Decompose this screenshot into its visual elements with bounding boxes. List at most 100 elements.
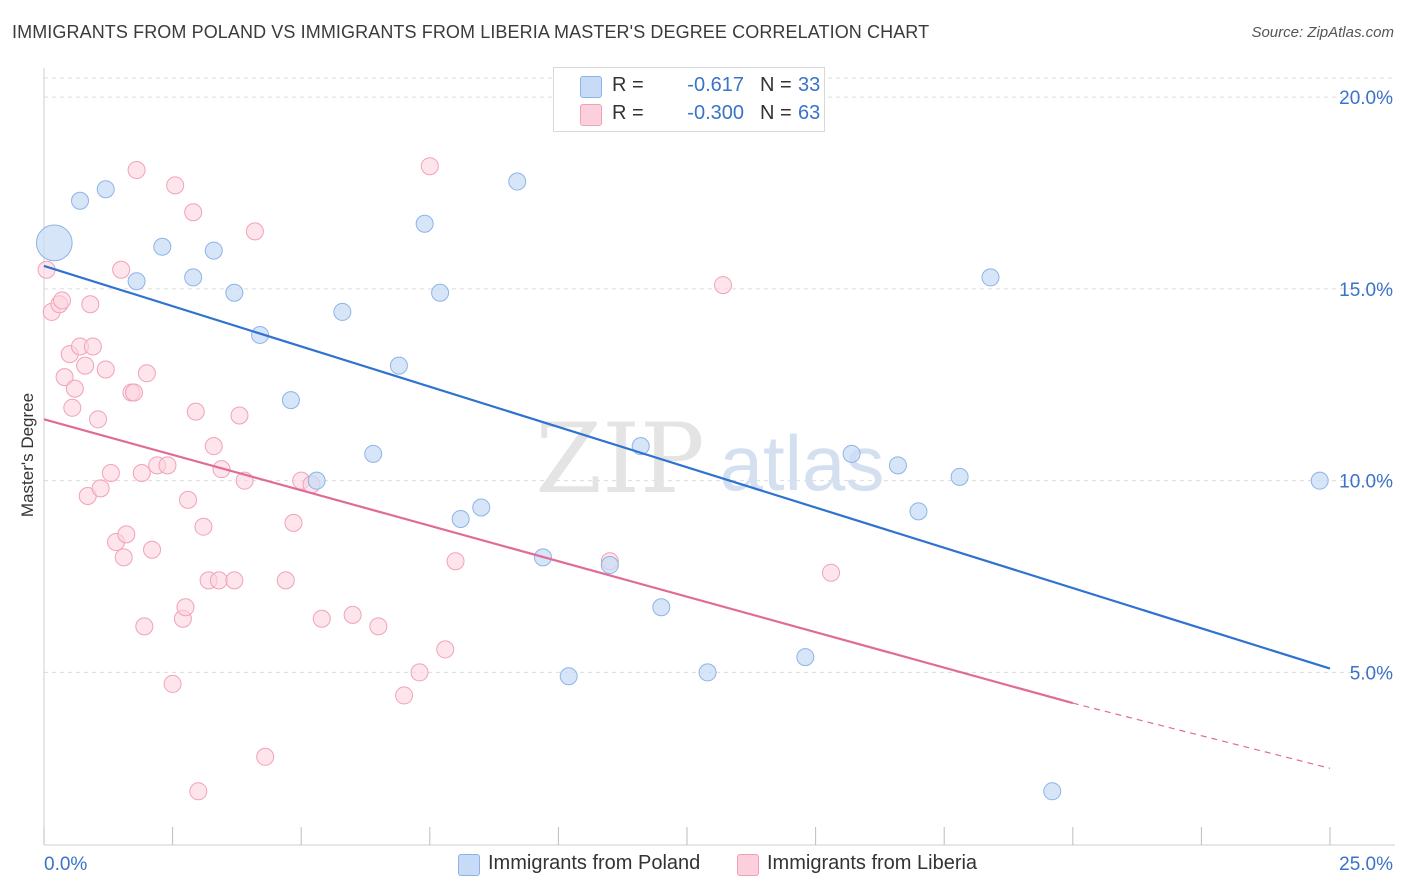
liberia-point xyxy=(37,260,56,279)
y-tick-labels: 5.0% 10.0% 15.0% 20.0% xyxy=(1339,88,1393,684)
liberia-point xyxy=(446,552,465,571)
poland-points xyxy=(35,172,1329,801)
liberia-trend-extension xyxy=(1072,702,1331,769)
poland-point xyxy=(508,172,527,191)
liberia-point xyxy=(225,571,244,590)
liberia-point xyxy=(312,609,331,628)
poland-point xyxy=(1310,471,1329,490)
poland-point xyxy=(96,180,115,199)
source-label: Source: ZipAtlas.com xyxy=(1251,24,1394,41)
liberia-points xyxy=(37,157,841,801)
poland-point xyxy=(888,456,907,475)
watermark-atlas: atlas xyxy=(720,419,885,507)
trend-lines xyxy=(43,264,1331,769)
legend-n-label: N = xyxy=(760,74,792,96)
legend-n-value: 33 xyxy=(798,74,821,96)
poland-point xyxy=(1043,782,1062,801)
legend-r-label: R = xyxy=(612,102,644,124)
liberia-point xyxy=(256,747,275,766)
liberia-point xyxy=(436,640,455,659)
liberia-point xyxy=(209,571,228,590)
liberia-point xyxy=(83,337,102,356)
poland-point xyxy=(472,498,491,517)
liberia-point xyxy=(276,571,295,590)
chart-title: IMMIGRANTS FROM POLAND VS IMMIGRANTS FRO… xyxy=(12,22,930,42)
poland-point xyxy=(431,283,450,302)
correlation-legend: R = -0.617 N = 33 R = -0.300 N = 63 xyxy=(553,67,825,132)
liberia-point xyxy=(63,398,82,417)
poland-point xyxy=(153,237,172,256)
poland-point xyxy=(909,502,928,521)
poland-point xyxy=(281,391,300,410)
liberia-point xyxy=(166,176,185,195)
poland-point xyxy=(652,598,671,617)
grid-lines xyxy=(44,77,1395,673)
legend-swatch-poland xyxy=(580,76,602,98)
watermark: ZIP atlas xyxy=(535,403,884,515)
liberia-point xyxy=(189,782,208,801)
liberia-point xyxy=(89,410,108,429)
x-tick-labels: 0.0% 25.0% xyxy=(44,854,1393,875)
legend-r-label: R = xyxy=(612,74,644,96)
poland-point xyxy=(204,241,223,260)
liberia-point xyxy=(420,157,439,176)
liberia-point xyxy=(91,479,110,498)
poland-point xyxy=(389,356,408,375)
legend-swatch-liberia xyxy=(580,104,602,126)
poland-point xyxy=(842,444,861,463)
axes xyxy=(43,68,1395,846)
liberia-point xyxy=(184,203,203,222)
poland-point xyxy=(981,268,1000,287)
poland-point xyxy=(127,272,146,291)
y-tick-label: 10.0% xyxy=(1339,472,1393,493)
liberia-point xyxy=(194,517,213,536)
liberia-point xyxy=(101,464,120,483)
legend-label-liberia: Immigrants from Liberia xyxy=(767,852,978,874)
legend-n-value: 63 xyxy=(798,102,821,124)
liberia-point xyxy=(135,617,154,636)
liberia-point xyxy=(127,161,146,180)
poland-point xyxy=(35,224,73,262)
legend-swatch-liberia xyxy=(737,854,759,876)
y-tick-label: 20.0% xyxy=(1339,88,1393,109)
liberia-point xyxy=(65,379,84,398)
poland-point xyxy=(600,556,619,575)
liberia-point xyxy=(230,406,249,425)
liberia-point xyxy=(176,598,195,617)
liberia-point xyxy=(714,276,733,295)
legend-label-poland: Immigrants from Poland xyxy=(488,852,701,874)
liberia-point xyxy=(137,364,156,383)
liberia-trend-line xyxy=(43,418,1074,705)
poland-point xyxy=(415,214,434,233)
legend-swatch-poland xyxy=(458,854,480,876)
legend-n-label: N = xyxy=(760,102,792,124)
y-tick-label: 15.0% xyxy=(1339,280,1393,301)
y-axis-label: Master's Degree xyxy=(18,392,37,518)
poland-point xyxy=(333,302,352,321)
poland-point xyxy=(251,325,270,344)
liberia-point xyxy=(53,291,72,310)
liberia-point xyxy=(55,368,74,387)
x-tick-label: 25.0% xyxy=(1339,854,1393,875)
watermark-zip: ZIP xyxy=(535,403,704,515)
liberia-point xyxy=(81,295,100,314)
liberia-point xyxy=(158,456,177,475)
liberia-point xyxy=(117,525,136,544)
legend-r-value: -0.300 xyxy=(687,102,744,124)
liberia-point xyxy=(245,222,264,241)
poland-point xyxy=(559,667,578,686)
poland-point xyxy=(698,663,717,682)
liberia-point xyxy=(822,563,841,582)
liberia-point xyxy=(369,617,388,636)
poland-point xyxy=(364,444,383,463)
legend-r-value: -0.617 xyxy=(687,74,744,96)
liberia-point xyxy=(179,490,198,509)
y-tick-label: 5.0% xyxy=(1350,663,1393,684)
liberia-point xyxy=(186,402,205,421)
liberia-point xyxy=(125,383,144,402)
liberia-point xyxy=(343,605,362,624)
liberia-point xyxy=(204,437,223,456)
poland-trend-line xyxy=(43,264,1331,670)
liberia-point xyxy=(284,513,303,532)
liberia-point xyxy=(96,360,115,379)
